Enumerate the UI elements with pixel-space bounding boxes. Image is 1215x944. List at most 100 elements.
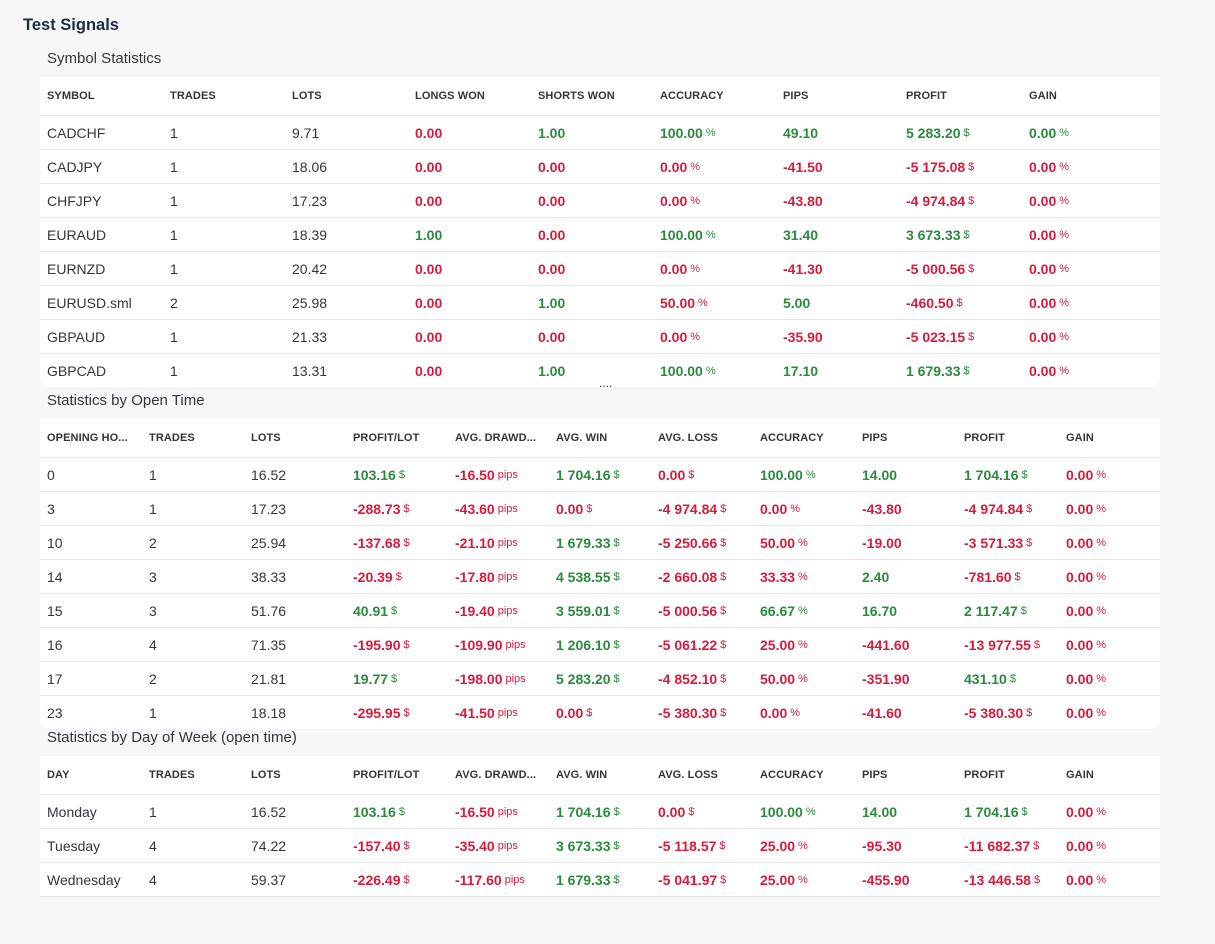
column-header-gain[interactable]: GAIN	[1029, 90, 1057, 102]
cell-symbol: CADCHF	[47, 124, 106, 141]
table-row[interactable]: 0 1 16.52 103.16 $ -16.50 pips 1 704.16 $0.00 $10…	[40, 458, 1160, 492]
cell-gain: 0.00%	[1066, 662, 1106, 695]
cell-value: 0.00	[1029, 260, 1057, 277]
column-header-lots[interactable]: LOTS	[251, 432, 281, 444]
table-row[interactable]: CHFJPY 1 17.23 0.00 0.00 0.00% -43.80 -4 974.84…	[40, 184, 1160, 218]
cell-value: 1.00	[538, 362, 566, 379]
column-header-avg-drawd[interactable]: AVG. DRAWD...	[455, 769, 537, 781]
cell-value: 0.00	[1066, 602, 1094, 619]
column-header-avg-win[interactable]: AVG. WIN	[556, 769, 608, 781]
show-more-indicator[interactable]: ....	[599, 376, 613, 390]
cell-opening-ho: 0	[47, 466, 55, 483]
cell-unit: %	[690, 262, 701, 275]
column-header-accuracy[interactable]: ACCURACY	[760, 769, 824, 781]
cell-unit: pips	[505, 672, 526, 685]
cell-value: -41.50	[783, 158, 823, 175]
table-row[interactable]: 14 3 38.33 -20.39 $ -17.80 pips 4 538.55 $ -2 660…	[40, 560, 1160, 594]
table-row[interactable]: 16 4 71.35 -195.90 $ -109.90 pips 1 206.10 $ -5 0…	[40, 628, 1160, 662]
cell-value: -226.49	[353, 871, 401, 888]
table-row[interactable]: GBPAUD 1 21.33 0.00 0.00 0.00% -35.90 -5 023.15…	[40, 320, 1160, 354]
cell-trades: 1	[170, 158, 178, 175]
table-row[interactable]: 15 3 51.76 40.91 $ -19.40 pips 3 559.01 $ -5 000.…	[40, 594, 1160, 628]
cell-value: -16.50	[455, 803, 495, 820]
column-header-profit[interactable]: PROFIT	[964, 769, 1005, 781]
column-header-profit[interactable]: PROFIT	[964, 432, 1005, 444]
column-header-trades[interactable]: TRADES	[170, 90, 216, 102]
cell-unit: %	[1059, 296, 1070, 309]
cell-shorts-won: 0.00	[538, 218, 565, 251]
table-row[interactable]: EURUSD.sml 2 25.98 0.00 1.00 50.00% 5.00 -460.5…	[40, 286, 1160, 320]
table-row[interactable]: EURAUD 1 18.39 1.00 0.00 100.00% 31.40 3 673.33…	[40, 218, 1160, 252]
table-header-row: OPENING HO... TRADES LOTS PROFIT/LOT AVG. DR…	[40, 419, 1160, 458]
column-header-accuracy[interactable]: ACCURACY	[660, 90, 724, 102]
cell-value: 100.00	[760, 803, 803, 820]
cell-unit: $	[956, 296, 963, 309]
table-row[interactable]: 17 2 21.81 19.77 $ -198.00 pips 5 283.20 $ -4 852…	[40, 662, 1160, 696]
cell-avg-loss: -4 974.84 $	[658, 492, 726, 525]
column-header-avg-win[interactable]: AVG. WIN	[556, 432, 608, 444]
column-header-profit-lot[interactable]: PROFIT/LOT	[353, 769, 420, 781]
column-header-shorts-won[interactable]: SHORTS WON	[538, 90, 615, 102]
cell-value: 0.00	[1066, 466, 1094, 483]
table-row[interactable]: Monday 1 16.52 103.16 $ -16.50 pips 1 704.16 $0.…	[40, 795, 1160, 829]
column-header-profit[interactable]: PROFIT	[906, 90, 947, 102]
cell-unit: $	[613, 468, 620, 481]
column-header-accuracy[interactable]: ACCURACY	[760, 432, 824, 444]
table-row[interactable]: 23 1 18.18 -295.95 $ -41.50 pips 0.00 $ -5 380.30…	[40, 696, 1160, 729]
column-header-lots[interactable]: LOTS	[251, 769, 281, 781]
cell-unit: %	[690, 330, 701, 343]
cell-unit: $	[1026, 536, 1033, 549]
cell-unit: $	[1009, 672, 1016, 685]
column-header-profit-lot[interactable]: PROFIT/LOT	[353, 432, 420, 444]
cell-value: 31.40	[783, 226, 819, 243]
column-header-opening-ho[interactable]: OPENING HO...	[47, 432, 128, 444]
cell-gain: 0.00%	[1066, 526, 1106, 559]
cell-pips: 16.70	[862, 594, 897, 627]
cell-pips: 5.00	[783, 286, 810, 319]
cell-profit: -781.60 $	[964, 560, 1021, 593]
column-header-avg-loss[interactable]: AVG. LOSS	[658, 769, 718, 781]
table-row[interactable]: Tuesday 4 74.22 -157.40 $ -35.40 pips 3 673.33 $…	[40, 829, 1160, 863]
cell-profit-lot: 103.16 $	[353, 458, 405, 491]
table-row[interactable]: GBPCAD 1 13.31 0.00 1.00 100.00% 17.10 1 679.33…	[40, 354, 1160, 387]
column-header-pips[interactable]: PIPS	[862, 432, 888, 444]
cell-unit: $	[688, 805, 695, 818]
table-row[interactable]: 10 2 25.94 -137.68 $ -21.10 pips 1 679.33 $ -5 25…	[40, 526, 1160, 560]
column-header-trades[interactable]: TRADES	[149, 769, 195, 781]
cell-value: 0.00	[415, 328, 443, 345]
table-row[interactable]: CADJPY 1 18.06 0.00 0.00 0.00% -41.50 -5 175.08…	[40, 150, 1160, 184]
column-header-avg-loss[interactable]: AVG. LOSS	[658, 432, 718, 444]
table-row[interactable]: 3 1 17.23 -288.73 $ -43.60 pips 0.00 $ -4 974.84 $…	[40, 492, 1160, 526]
cell-value: -137.68	[353, 534, 401, 551]
cell-value: -117.60	[455, 871, 502, 888]
cell-value: 1 704.16	[556, 803, 611, 820]
column-header-lots[interactable]: LOTS	[292, 90, 322, 102]
column-header-longs-won[interactable]: LONGS WON	[415, 90, 485, 102]
cell-unit: $	[719, 839, 726, 852]
cell-longs-won: 0.00	[415, 184, 442, 217]
cell-value: -35.90	[783, 328, 823, 345]
column-header-trades[interactable]: TRADES	[149, 432, 195, 444]
cell-avg-win: 1 206.10 $	[556, 628, 620, 661]
cell-value: 0.00	[1066, 803, 1094, 820]
table-header-row: SYMBOL TRADES LOTS LONGS WON SHORTS WON ACCUR…	[40, 77, 1160, 116]
column-header-avg-drawd[interactable]: AVG. DRAWD...	[455, 432, 537, 444]
column-header-pips[interactable]: PIPS	[783, 90, 809, 102]
cell-value: 40.91	[353, 602, 389, 619]
column-header-pips[interactable]: PIPS	[862, 769, 888, 781]
cell-profit: -5 175.08 $	[906, 150, 974, 183]
column-header-symbol[interactable]: SYMBOL	[47, 90, 95, 102]
table-row[interactable]: Wednesday 4 59.37 -226.49 $ -117.60 pips 1 679.…	[40, 863, 1160, 897]
column-header-gain[interactable]: GAIN	[1066, 432, 1094, 444]
cell-longs-won: 0.00	[415, 286, 442, 319]
cell-value: 0.00	[538, 226, 566, 243]
cell-value: -441.60	[862, 636, 910, 653]
table-row[interactable]: CADCHF 1 9.71 0.00 1.00 100.00% 49.10 5 283.20 $…	[40, 116, 1160, 150]
column-header-gain[interactable]: GAIN	[1066, 769, 1094, 781]
cell-profit: 3 673.33 $	[906, 218, 970, 251]
cell-value: 5 283.20	[906, 124, 961, 141]
cell-gain: 0.00%	[1029, 252, 1069, 285]
column-header-day[interactable]: DAY	[47, 769, 70, 781]
cell-unit: %	[1096, 536, 1107, 549]
table-row[interactable]: EURNZD 1 20.42 0.00 0.00 0.00% -41.30 -5 000.56…	[40, 252, 1160, 286]
